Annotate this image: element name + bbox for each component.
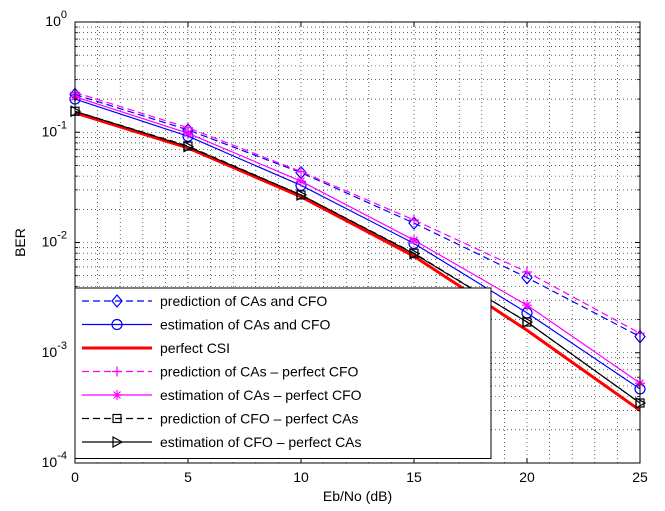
legend-entry: estimation of CFO – perfect CAs — [82, 434, 362, 450]
data-point — [112, 390, 122, 400]
data-point — [409, 235, 419, 246]
legend-entry: prediction of CAs and CFO — [82, 293, 327, 309]
legend-label: estimation of CAs – perfect CFO — [160, 387, 362, 403]
y-axis-label: BER — [12, 228, 28, 257]
legend-entry: perfect CSI — [82, 340, 230, 356]
data-point — [522, 315, 534, 329]
series-layer — [69, 87, 647, 412]
data-point — [409, 247, 421, 260]
data-point — [521, 270, 533, 285]
y-tick-label: 10-4 — [42, 450, 67, 470]
series-line — [74, 93, 641, 338]
data-point — [296, 166, 306, 177]
series-line — [74, 96, 641, 384]
x-tick-label: 25 — [632, 469, 648, 485]
x-tick-label: 10 — [293, 469, 309, 485]
x-tick-label: 15 — [406, 469, 422, 485]
legend-label: estimation of CAs and CFO — [160, 317, 331, 333]
data-point — [111, 318, 123, 331]
legend-label: perfect CSI — [160, 340, 230, 356]
x-tick-label: 0 — [71, 469, 79, 485]
legend-entry: estimation of CAs and CFO — [82, 317, 331, 333]
x-tick-label: 20 — [519, 469, 535, 485]
y-tick-label: 10-3 — [42, 340, 67, 360]
legend-label: prediction of CAs – perfect CFO — [160, 364, 359, 380]
series-line — [74, 110, 641, 404]
legend-label: estimation of CFO – perfect CAs — [160, 434, 362, 450]
axis-ticks: 0 5 10 15 20 25 10-4 10-3 10-2 10-1 100 — [42, 9, 648, 485]
legend-label: prediction of CAs and CFO — [160, 293, 327, 309]
legend-label: prediction of CFO – perfect CAs — [160, 411, 358, 427]
data-point — [183, 140, 195, 153]
legend: prediction of CAs and CFO estimation of C… — [74, 287, 492, 459]
y-tick-label: 10-2 — [42, 230, 67, 250]
legend-entry: prediction of CFO – perfect CAs — [82, 411, 358, 427]
data-point — [112, 413, 122, 424]
legend-entry: estimation of CAs – perfect CFO — [82, 387, 362, 403]
data-point — [296, 176, 306, 187]
series-line — [74, 98, 641, 390]
legend-box — [74, 287, 492, 459]
y-tick-label: 10-1 — [42, 119, 67, 139]
series-line — [74, 111, 641, 412]
x-axis-label: Eb/No (dB) — [323, 488, 392, 504]
data-point — [409, 214, 419, 225]
data-point — [296, 188, 308, 201]
x-tick-label: 5 — [184, 469, 192, 485]
series-2 — [74, 111, 641, 412]
data-point — [522, 300, 532, 311]
data-point — [183, 128, 193, 139]
series-line — [74, 91, 641, 334]
legend-entry: prediction of CAs – perfect CFO — [82, 364, 359, 380]
y-tick-label: 100 — [45, 9, 67, 29]
data-point — [112, 435, 124, 449]
data-point — [111, 294, 123, 308]
data-point — [112, 366, 122, 377]
data-point — [522, 267, 532, 278]
